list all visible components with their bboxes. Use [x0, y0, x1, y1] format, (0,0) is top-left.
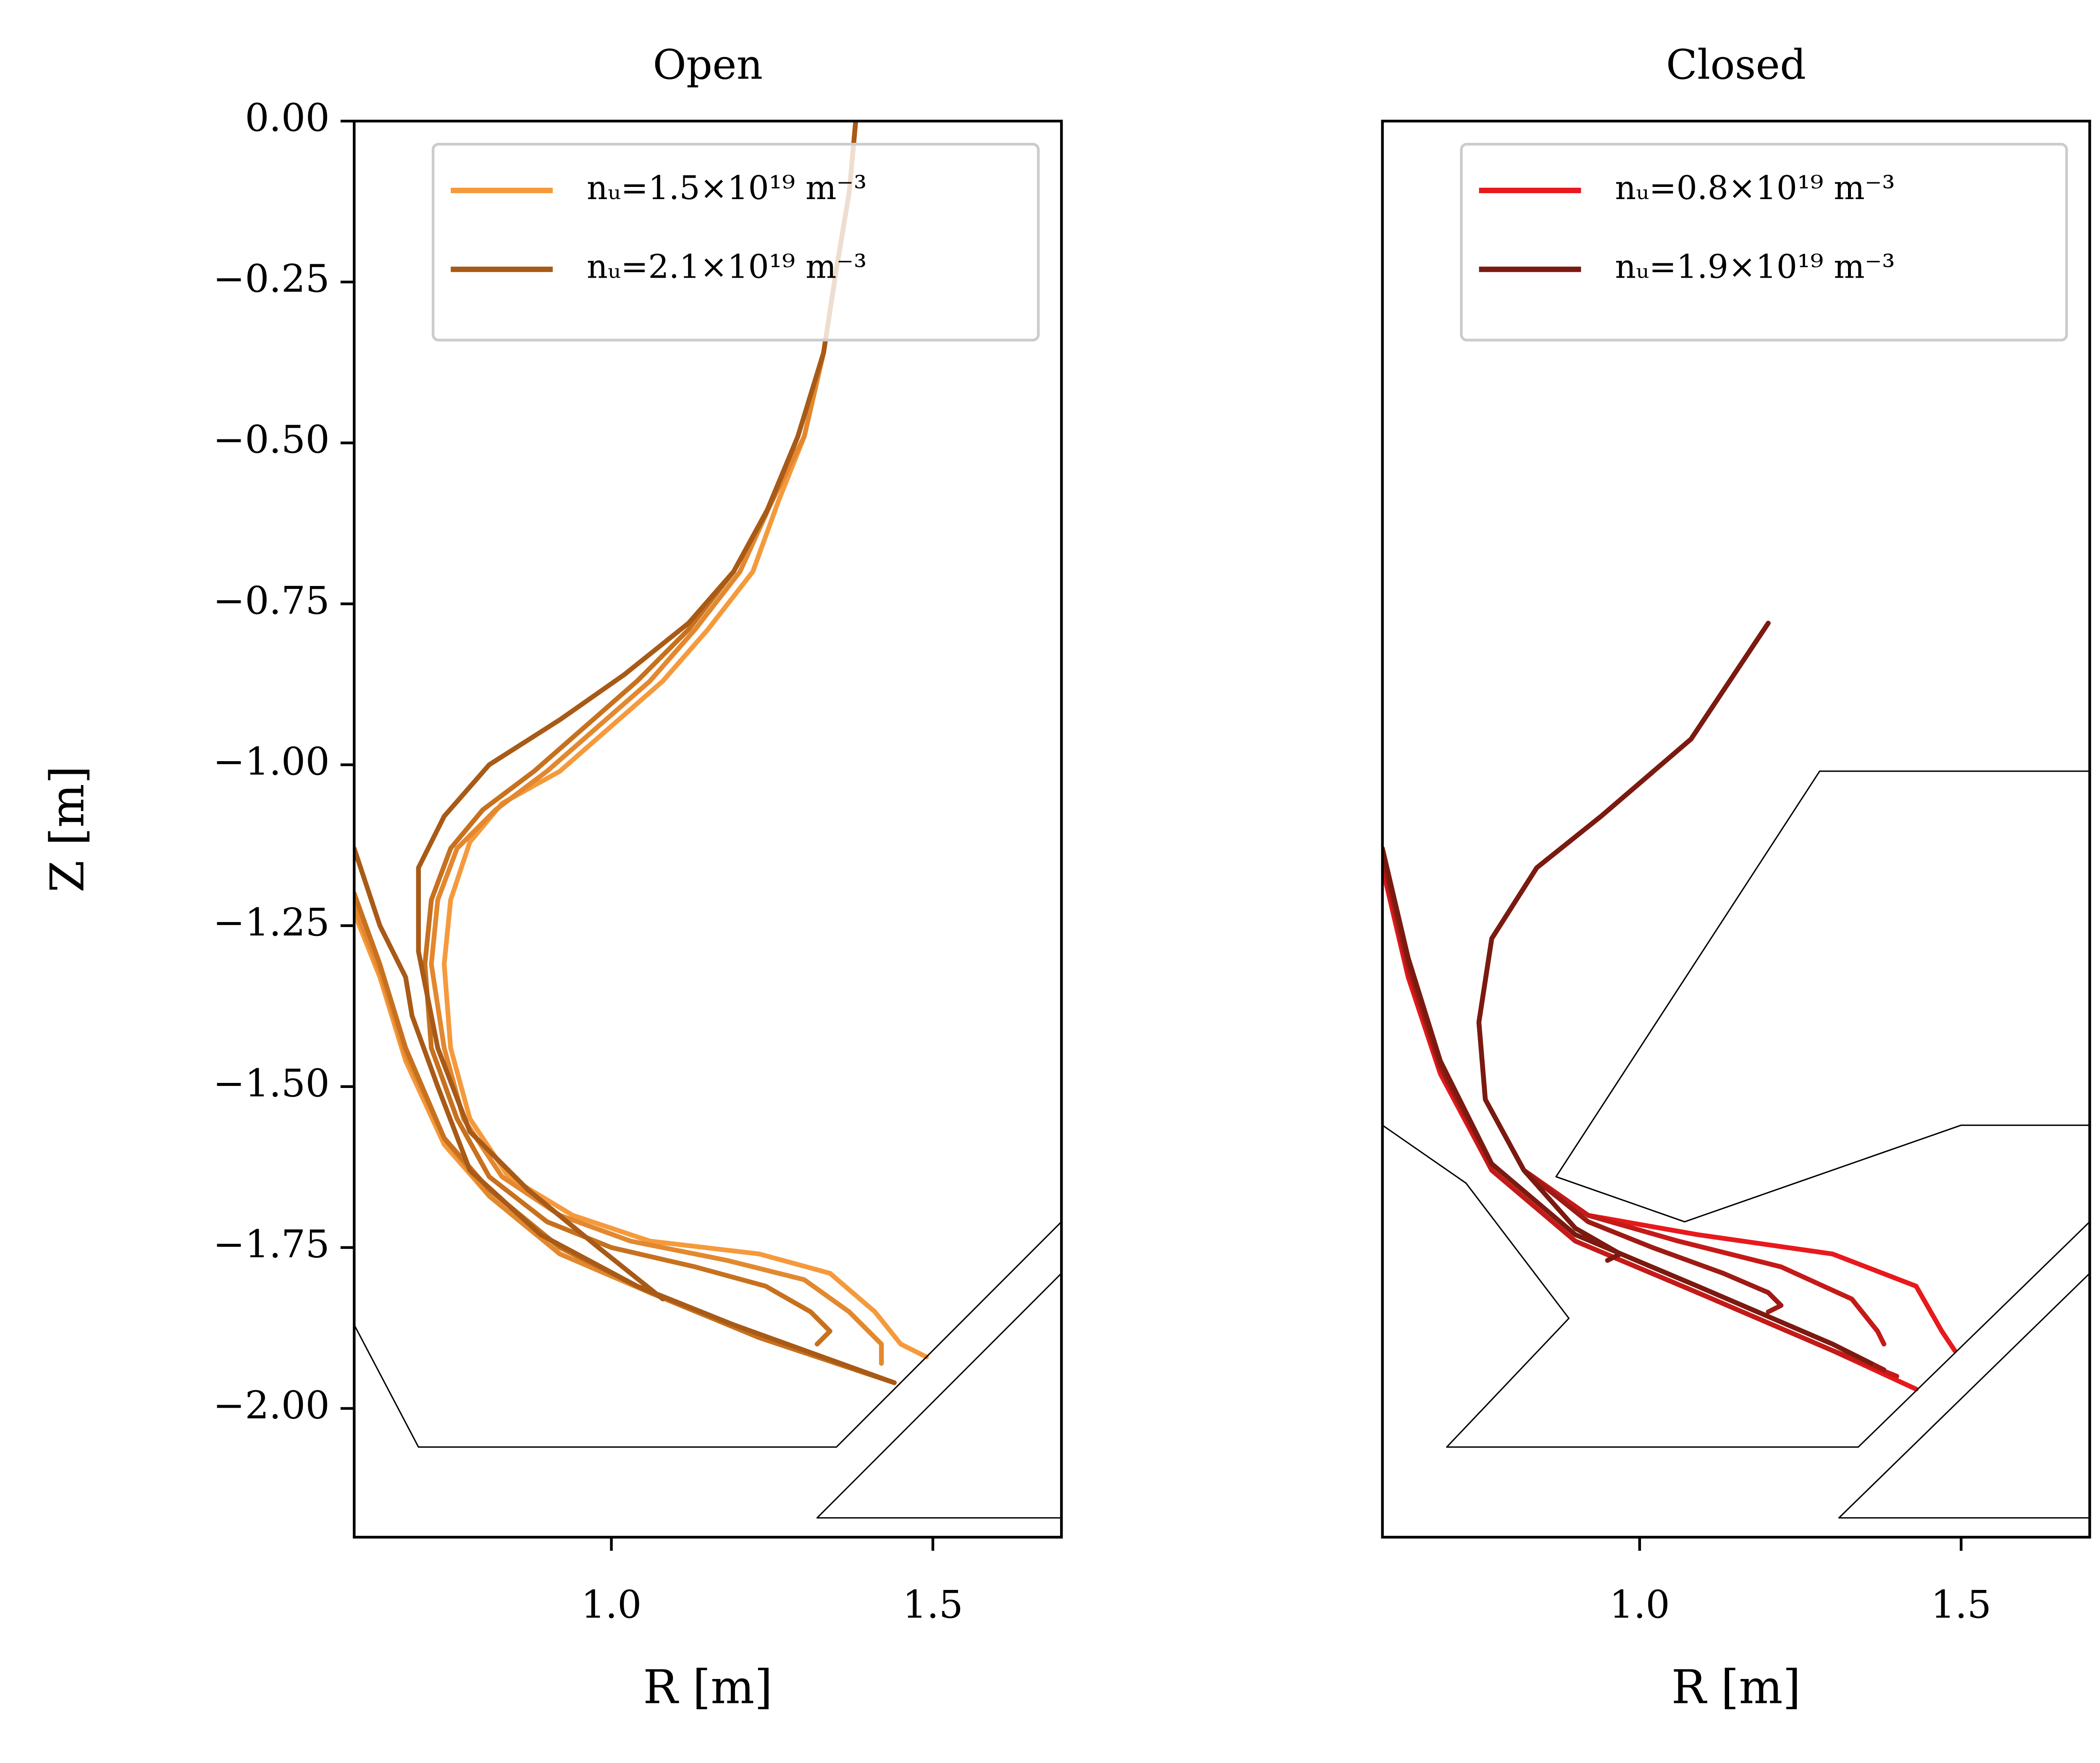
legend-label: nᵤ=1.9×10¹⁹ m⁻³ [1615, 248, 1895, 286]
y-tick-label: −0.25 [213, 257, 330, 301]
data-line [1838, 1272, 2090, 1519]
x-axis-label: R [m] [643, 1660, 772, 1714]
data-line [816, 1272, 1062, 1519]
data-line [1382, 1125, 2090, 1448]
legend-label: nᵤ=0.8×10¹⁹ m⁻³ [1615, 169, 1895, 207]
x-tick-label: 1.0 [581, 1583, 642, 1627]
legend-box [431, 143, 1040, 342]
x-axis-label: R [m] [1671, 1660, 1801, 1714]
y-tick-label: −1.75 [213, 1222, 330, 1266]
y-tick-label: −1.50 [213, 1061, 330, 1106]
subplot-title: Closed [1666, 41, 1806, 88]
data-line [1382, 620, 1874, 1366]
data-line [354, 121, 897, 1385]
x-tick-label: 1.5 [903, 1583, 963, 1627]
plot-frame [353, 119, 1063, 1539]
y-tick-label: −1.00 [213, 740, 330, 784]
data-line [354, 1221, 1062, 1448]
y-tick-label: 0.00 [245, 96, 330, 140]
legend-label: nᵤ=1.5×10¹⁹ m⁻³ [587, 169, 867, 207]
subplot-title: Open [653, 41, 763, 88]
plot-frame [1381, 119, 2091, 1539]
y-axis-label: Z [m] [41, 766, 94, 893]
data-line [1555, 770, 2090, 1223]
legend-label: nᵤ=2.1×10¹⁹ m⁻³ [587, 248, 867, 286]
x-tick-label: 1.0 [1609, 1583, 1670, 1627]
y-tick-label: −1.25 [213, 901, 330, 945]
legend-box [1460, 143, 2068, 342]
y-tick-label: −0.75 [213, 579, 330, 623]
x-tick-label: 1.5 [1931, 1583, 1991, 1627]
y-tick-label: −2.00 [213, 1383, 330, 1427]
y-tick-label: −0.50 [213, 418, 330, 462]
